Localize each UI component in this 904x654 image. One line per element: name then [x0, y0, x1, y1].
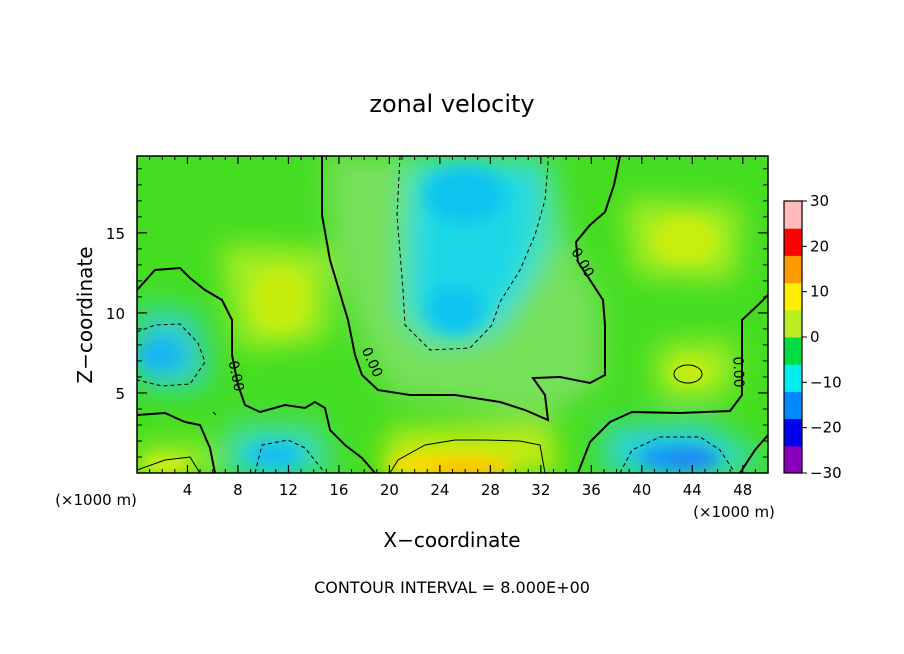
y-tick-label: 15	[106, 225, 125, 243]
colorbar-segment	[784, 228, 802, 256]
velocity-field	[137, 156, 768, 473]
zero-contour-bottom	[137, 411, 216, 473]
y-axis-label: Z−coordinate	[73, 246, 97, 383]
x-axis-label: X−coordinate	[383, 528, 520, 552]
x-tick-label: 48	[733, 481, 752, 499]
zero-contour-left	[137, 266, 376, 473]
pos8-contour-bottom-left	[137, 456, 201, 473]
x-tick-label: 44	[683, 481, 702, 499]
x-tick-label: 16	[329, 481, 348, 499]
neg8-contour-left	[137, 323, 206, 387]
colorbar-tick-label: −10	[810, 373, 842, 391]
colorbar-segment	[784, 255, 802, 284]
x-axis-ticks: 4 8 12 16 20 24 28 32 36 40 44 48	[149, 156, 756, 499]
colorbar-tick-label: −20	[810, 419, 842, 437]
x-tick-label: 24	[430, 481, 449, 499]
colorbar-segment	[784, 309, 802, 338]
zero-contour-right-corner	[739, 434, 768, 473]
y-axis-ticks: 5 10 15	[106, 168, 768, 458]
neg8-contour-top	[396, 156, 549, 351]
x-tick-label: 32	[531, 481, 550, 499]
colorbar-segment	[784, 282, 802, 311]
colorbar-tick-label: 20	[810, 237, 829, 255]
x-unit-right: (×1000 m)	[693, 503, 775, 521]
y-tick-label: 5	[115, 385, 125, 403]
colorbar-segment	[784, 418, 802, 447]
x-tick-label: 4	[183, 481, 193, 499]
colorbar-tick-label: −30	[810, 464, 842, 482]
colorbar-segment	[784, 445, 802, 474]
neg8-contour-bottom-right	[619, 436, 736, 473]
pos8-contour-bottom	[389, 439, 546, 473]
contour-label: 0.00	[224, 359, 246, 393]
colorbar-tick-label: 0	[810, 328, 820, 346]
x-unit-left: (×1000 m)	[55, 491, 137, 509]
x-tick-label: 36	[582, 481, 601, 499]
pos8-contour-right-loop	[673, 364, 703, 384]
x-tick-label: 12	[279, 481, 298, 499]
colorbar-tick-label: 30	[810, 192, 829, 210]
x-tick-label: 20	[380, 481, 399, 499]
x-tick-label: 8	[233, 481, 243, 499]
zero-contour-upper	[321, 156, 621, 422]
colorbar-segment	[784, 337, 802, 365]
colorbar-segment	[784, 391, 802, 420]
colorbar-segment	[784, 364, 802, 392]
x-tick-label: 40	[632, 481, 651, 499]
contour-lines	[137, 156, 768, 473]
y-tick-label: 10	[106, 305, 125, 323]
colorbar-tick-label: 10	[810, 283, 829, 301]
contour-label: 0.00	[729, 356, 746, 388]
colorbar-segment	[784, 201, 802, 229]
zero-contour-lower-right	[577, 294, 768, 473]
tiny-contour-mark	[212, 411, 217, 416]
colorbar: 30 20 10 0 −10 −20 −30	[783, 192, 842, 482]
x-tick-label: 28	[481, 481, 500, 499]
footer-contour-interval: CONTOUR INTERVAL = 8.000E+00	[314, 578, 590, 597]
neg8-contour-bottom-left	[254, 439, 326, 473]
chart-title: zonal velocity	[369, 90, 534, 118]
